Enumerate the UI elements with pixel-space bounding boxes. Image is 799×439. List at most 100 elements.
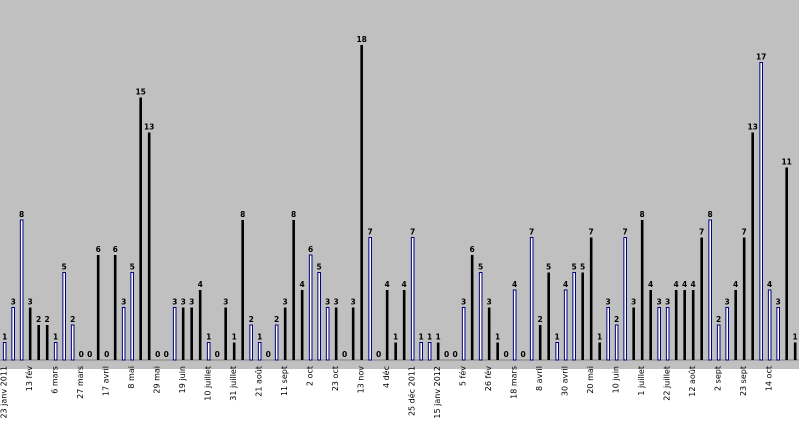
value-label-13: 6 — [113, 245, 118, 254]
bar-14 — [121, 307, 126, 361]
value-label-26: 3 — [223, 298, 228, 307]
value-label-79: 4 — [674, 280, 679, 289]
tick-labels-group: 23 janv 2011 13 fév 6 mars 27 mars 17 avril 8… — [0, 366, 774, 419]
value-label-92: 11 — [781, 158, 791, 167]
value-label-12: 0 — [104, 350, 109, 359]
bar-67 — [572, 272, 576, 361]
x-tick-label-14: 13 nov — [357, 366, 366, 394]
bar-68 — [581, 272, 584, 360]
x-tick-label-17: 15 janv 2012 — [433, 366, 442, 419]
bar-64 — [547, 272, 550, 360]
value-label-6: 1 — [53, 333, 58, 342]
bar-41 — [351, 307, 355, 360]
value-label-82: 7 — [699, 228, 704, 237]
x-tick-label-5: 8 mai — [127, 366, 136, 389]
x-tick-label-1: 13 fév — [24, 366, 34, 391]
value-label-0: 1 — [2, 333, 7, 342]
x-tick-label-25: 1 juillet — [637, 366, 646, 396]
value-label-30: 1 — [257, 333, 262, 342]
value-label-51: 1 — [436, 333, 441, 342]
x-tick-label-26: 22 juillet — [663, 366, 672, 401]
x-tick-label-3: 27 mars — [76, 366, 85, 399]
value-label-35: 4 — [300, 280, 305, 289]
value-label-50: 1 — [427, 333, 432, 342]
x-tick-label-15: 4 déc — [381, 366, 391, 388]
bar-11 — [96, 255, 100, 360]
value-label-91: 3 — [776, 298, 781, 307]
x-tick-label-29: 23 sept — [739, 366, 748, 396]
bar-82 — [700, 237, 703, 360]
value-label-64: 5 — [546, 263, 551, 272]
value-label-73: 7 — [623, 228, 628, 237]
value-label-31: 0 — [266, 350, 271, 359]
x-tick-label-6: 29 mai — [153, 366, 162, 394]
bar-60 — [512, 289, 517, 361]
bar-24 — [206, 342, 211, 361]
value-label-85: 3 — [725, 298, 730, 307]
x-tick-label-10: 21 août — [255, 366, 264, 397]
x-tick-label-8: 10 juillet — [204, 366, 213, 401]
bar-69 — [589, 237, 593, 360]
value-label-63: 2 — [538, 315, 543, 324]
value-label-59: 0 — [504, 350, 509, 359]
x-tick-label-4: 17 avril — [102, 366, 111, 396]
value-label-32: 2 — [274, 315, 279, 324]
bar-66 — [563, 289, 568, 361]
bar-80 — [683, 290, 686, 360]
x-tick-label-23: 20 mai — [586, 366, 595, 394]
value-label-81: 4 — [691, 280, 696, 289]
bar-23 — [198, 290, 202, 360]
bar-74 — [632, 307, 635, 360]
value-label-1: 3 — [11, 298, 16, 307]
bar-70 — [598, 342, 601, 360]
value-label-71: 3 — [606, 298, 611, 307]
value-label-62: 7 — [529, 228, 534, 237]
bar-51 — [436, 342, 440, 360]
bar-21 — [181, 307, 185, 360]
value-label-11: 6 — [96, 245, 101, 254]
value-label-88: 13 — [747, 123, 757, 132]
value-label-38: 3 — [325, 298, 330, 307]
bar-89 — [759, 62, 763, 361]
value-label-72: 2 — [614, 315, 619, 324]
x-tick-label-9: 31 juillet — [229, 366, 238, 401]
value-label-41: 3 — [351, 298, 356, 307]
value-label-68: 5 — [580, 263, 585, 272]
x-tick-label-21: 8 avril — [535, 366, 544, 391]
bar-92 — [785, 167, 788, 360]
bar-55 — [470, 255, 474, 360]
value-label-19: 0 — [164, 350, 169, 359]
value-label-24: 1 — [206, 333, 211, 342]
value-label-56: 5 — [478, 263, 483, 272]
value-label-90: 4 — [767, 280, 772, 289]
x-tick-label-22: 30 avril — [561, 366, 570, 396]
bar-28 — [241, 220, 244, 360]
bar-76 — [649, 290, 652, 360]
x-tick-label-7: 19 juin — [178, 366, 187, 393]
bar-39 — [334, 307, 338, 360]
bar-1 — [11, 307, 15, 361]
x-tick-label-11: 11 sept — [280, 366, 289, 396]
bar-7 — [62, 272, 66, 361]
value-label-25: 0 — [215, 350, 220, 359]
value-label-84: 2 — [716, 315, 721, 324]
bar-42 — [360, 45, 363, 360]
bar-16 — [139, 97, 142, 360]
value-label-89: 17 — [756, 53, 766, 62]
bar-20 — [172, 307, 177, 361]
value-label-52: 0 — [444, 350, 449, 359]
value-label-86: 4 — [733, 280, 738, 289]
value-label-21: 3 — [181, 298, 186, 307]
bar-75 — [640, 220, 644, 360]
bar-77 — [657, 307, 661, 361]
value-label-40: 0 — [342, 350, 347, 359]
value-label-55: 6 — [470, 245, 475, 254]
bar-34 — [292, 220, 295, 360]
bar-81 — [691, 290, 695, 360]
value-label-22: 3 — [189, 298, 194, 307]
value-label-33: 3 — [283, 298, 288, 307]
bar-85 — [725, 307, 729, 361]
value-label-36: 6 — [308, 245, 313, 254]
value-label-47: 4 — [402, 280, 407, 289]
